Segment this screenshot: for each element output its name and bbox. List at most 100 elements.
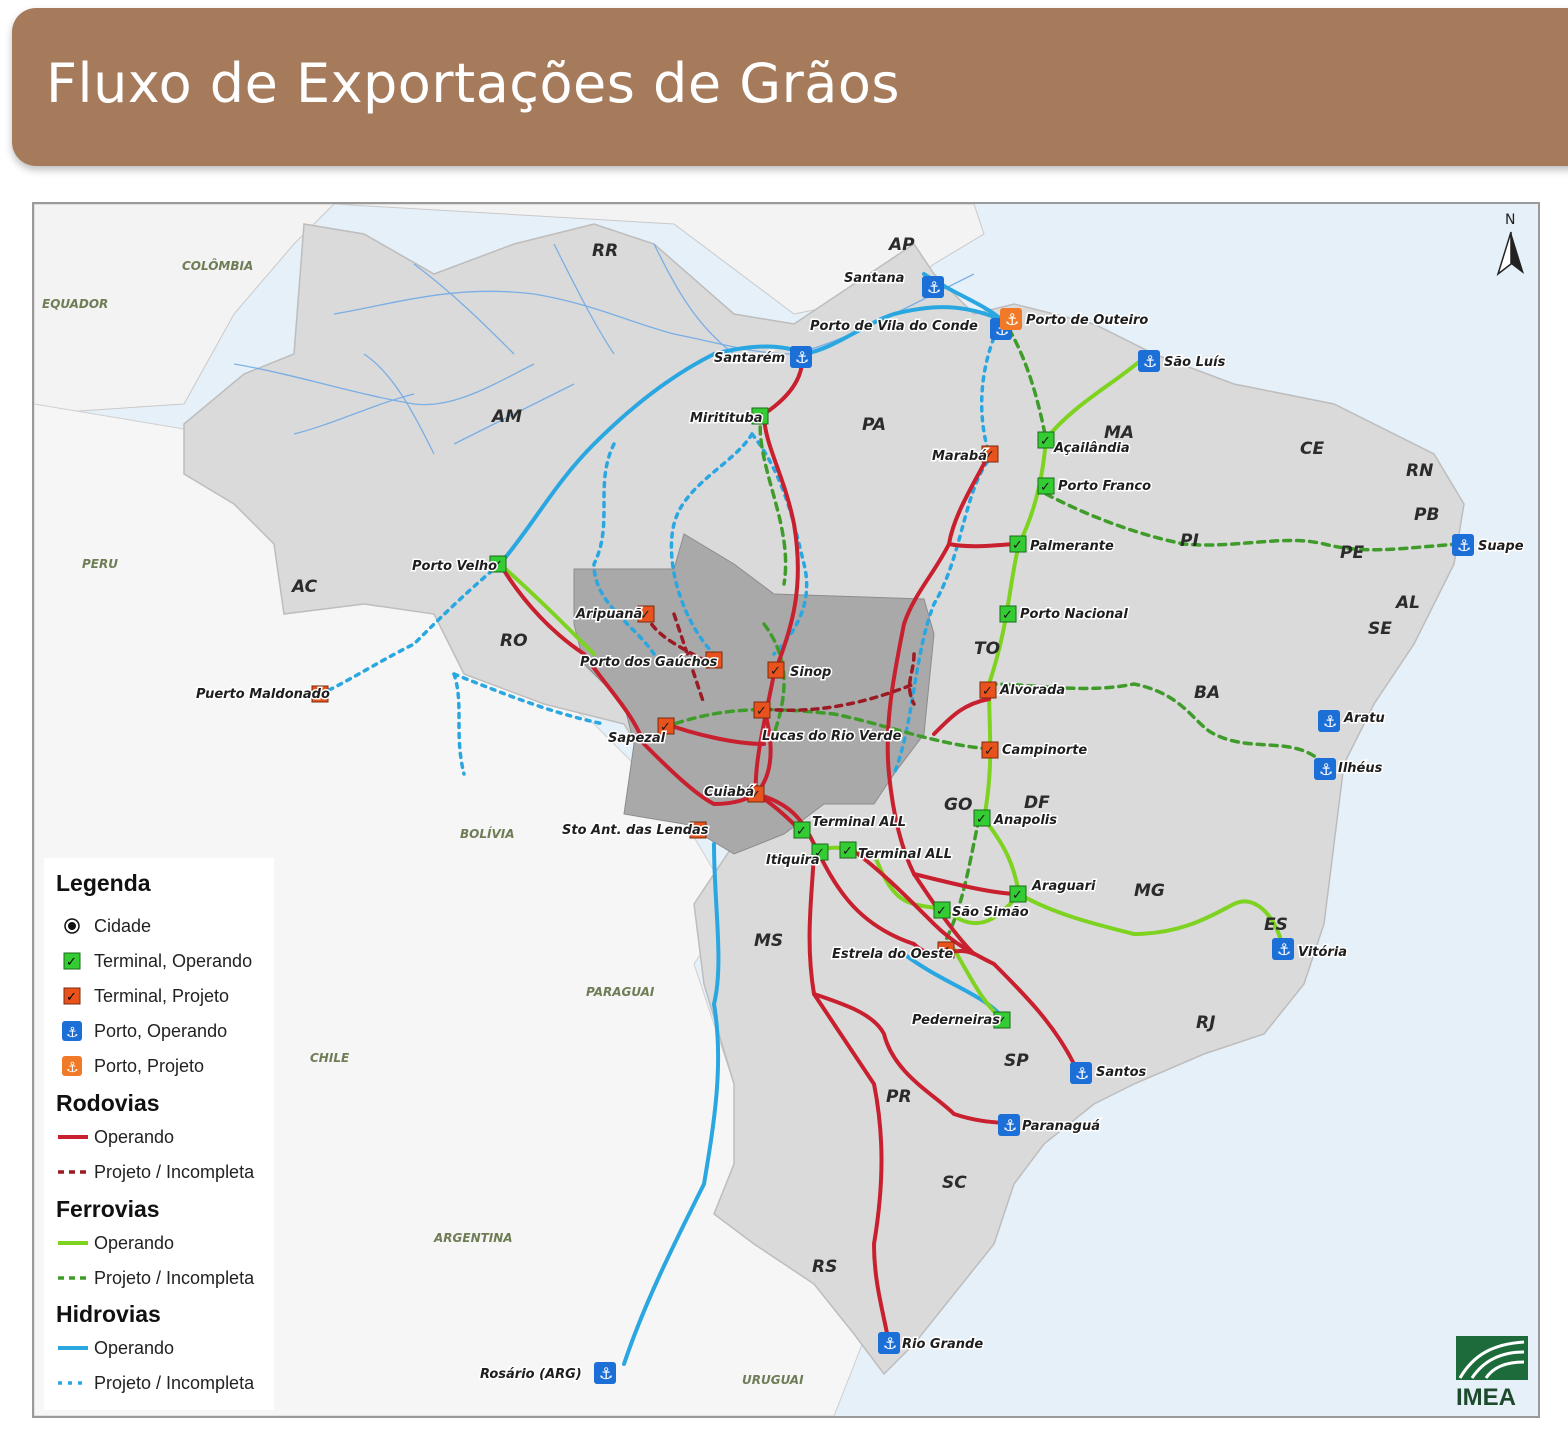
svg-text:⚓: ⚓ xyxy=(1457,536,1471,555)
svg-text:⚓: ⚓ xyxy=(883,1334,897,1353)
port-marker: ⚓ xyxy=(1318,710,1340,732)
page-title: Fluxo de Exportações de Grãos xyxy=(46,52,901,115)
legend-panel: Legenda Cidade ✓ Terminal, Operando ✓ Te… xyxy=(44,858,274,1410)
terminal-marker: ✓ xyxy=(993,1011,1011,1029)
port-label-vila-do-conde: Porto de Vila do Conde xyxy=(810,319,978,334)
country-label-uruguai: URUGUAI xyxy=(742,1373,804,1387)
state-label-rn: RN xyxy=(1406,461,1433,481)
port-label-santarem: Santarém xyxy=(714,351,785,366)
north-label: N xyxy=(1505,212,1515,228)
terminal-label-lucas-do-rio-verde: Lucas do Rio Verde xyxy=(762,729,902,744)
state-label-rr: RR xyxy=(592,241,618,261)
svg-text:✓: ✓ xyxy=(640,608,651,623)
rail-operating-line xyxy=(58,1241,88,1245)
country-label-equador: EQUADOR xyxy=(42,297,108,311)
port-marker: ⚓ xyxy=(1272,938,1294,960)
state-label-ac: AC xyxy=(290,577,318,597)
terminal-project-marker: ✓ xyxy=(753,701,771,719)
terminal-label-aripuana: Aripuanã xyxy=(575,607,642,622)
port-marker: ⚓ xyxy=(998,1114,1020,1136)
svg-text:✓: ✓ xyxy=(936,904,947,919)
port-label-paranagua: Paranaguá xyxy=(1022,1119,1100,1134)
state-label-pb: PB xyxy=(1414,505,1439,525)
port-label-rio-grande: Rio Grande xyxy=(902,1337,983,1352)
terminal-marker: ✓ xyxy=(1037,477,1055,495)
svg-text:✓: ✓ xyxy=(996,1014,1007,1029)
port-label-vitoria: Vitória xyxy=(1298,945,1347,960)
port-marker: ⚓ xyxy=(1138,350,1160,372)
state-label-se: SE xyxy=(1368,619,1392,639)
terminal-marker: ✓ xyxy=(489,555,507,573)
terminal-label-campinorte: Campinorte xyxy=(1002,743,1087,758)
legend-heading-rodovias: Rodovias xyxy=(56,1090,160,1116)
svg-text:✓: ✓ xyxy=(814,846,825,861)
port-marker: ⚓ xyxy=(790,346,812,368)
svg-text:⚓: ⚓ xyxy=(1277,940,1291,959)
terminal-project-marker: ✓ xyxy=(981,445,999,463)
state-label-pe: PE xyxy=(1340,543,1364,563)
svg-text:⚓: ⚓ xyxy=(66,1025,79,1041)
ports-project-layer: ⚓ Porto de Outeiro xyxy=(1000,308,1150,330)
legend-heading-ferrovias: Ferrovias xyxy=(56,1196,160,1222)
terminal-label-acailandia: Açailândia xyxy=(1053,441,1130,456)
terminals-project-layer: ✓ Marabá ✓ Aripuanã ✓ Porto dos Gaúchos … xyxy=(195,445,1089,964)
terminal-label-miritituba: Miritituba xyxy=(690,411,762,426)
terminal-marker: ✓ xyxy=(973,809,991,827)
port-label-aratu: Aratu xyxy=(1343,711,1385,726)
road-operating-line xyxy=(58,1135,88,1139)
terminal-label-porto-velho: Porto Velho xyxy=(412,559,497,574)
railways-project xyxy=(672,327,1460,946)
state-label-rj: RJ xyxy=(1196,1013,1215,1033)
terminal-marker: ✓ xyxy=(1009,535,1027,553)
state-label-pa: PA xyxy=(862,415,886,435)
svg-text:✓: ✓ xyxy=(770,664,781,679)
legend-item-ferrovia-projeto: Projeto / Incompleta xyxy=(94,1268,255,1288)
rail-project-line xyxy=(58,1276,88,1280)
terminal-label-cuiaba: Cuiabá xyxy=(704,785,754,800)
svg-text:✓: ✓ xyxy=(314,688,325,703)
terminal-label-sao-simao: São Simão xyxy=(952,905,1029,920)
svg-text:✓: ✓ xyxy=(660,720,671,735)
svg-text:✓: ✓ xyxy=(66,955,77,970)
terminals-operating-layer: ✓ Miritituba ✓ Porto Velho ✓ Açailândia … xyxy=(411,407,1153,1030)
terminal-marker: ✓ xyxy=(793,821,811,839)
state-labels: RR AP AM PA MA CE RN PB PI PE AL SE AC R… xyxy=(290,235,1439,1277)
terminal-project-icon: ✓ xyxy=(63,987,81,1005)
terminal-marker: ✓ xyxy=(751,407,769,425)
terminal-marker: ✓ xyxy=(999,605,1017,623)
waterway-project-line xyxy=(58,1381,88,1385)
waterway-operating-line xyxy=(58,1346,88,1350)
terminal-label-puerto-maldonado: Puerto Maldonado xyxy=(196,687,330,702)
country-label-bolivia: BOLÍVIA xyxy=(460,826,515,841)
terminal-label-terminal-all-2: Terminal ALL xyxy=(858,847,952,862)
terminal-marker: ✓ xyxy=(839,841,857,859)
state-label-pr: PR xyxy=(886,1087,912,1107)
port-label-santos: Santos xyxy=(1096,1065,1147,1080)
terminal-label-anapolis: Anapolis xyxy=(993,813,1057,828)
terminal-label-sinop: Sinop xyxy=(790,665,831,680)
svg-text:✓: ✓ xyxy=(984,448,995,463)
svg-text:✓: ✓ xyxy=(1012,538,1023,553)
country-label-colombia: COLÔMBIA xyxy=(182,258,253,273)
port-marker: ⚓ xyxy=(594,1362,616,1384)
legend-item-ferrovia-operando: Operando xyxy=(94,1233,175,1253)
terminal-label-porto-nacional: Porto Nacional xyxy=(1020,607,1128,622)
terminal-label-alvorada: Alvorada xyxy=(999,683,1065,698)
terminal-marker: ✓ xyxy=(1037,431,1055,449)
state-label-go: GO xyxy=(944,795,972,815)
svg-text:⚓: ⚓ xyxy=(1005,310,1019,329)
ports-operating-layer: ⚓ Santana ⚓ Porto de Vila do Conde ⚓ San… xyxy=(479,270,1525,1384)
state-label-sp: SP xyxy=(1004,1051,1029,1071)
title-banner: Fluxo de Exportações de Grãos xyxy=(12,8,1568,166)
terminal-label-maraba: Marabá xyxy=(932,449,987,464)
port-label-outeiro: Porto de Outeiro xyxy=(1026,313,1148,328)
port-label-sao-luis: São Luís xyxy=(1164,355,1226,370)
state-label-rs: RS xyxy=(812,1257,837,1277)
country-label-paraguai: PARAGUAI xyxy=(586,985,655,999)
port-marker: ⚓ xyxy=(1452,534,1474,556)
svg-text:✓: ✓ xyxy=(1040,480,1051,495)
legend-title: Legenda xyxy=(56,870,151,896)
svg-text:✓: ✓ xyxy=(66,990,77,1005)
svg-text:✓: ✓ xyxy=(976,812,987,827)
terminal-label-pederneiras: Pederneiras xyxy=(912,1013,1000,1028)
